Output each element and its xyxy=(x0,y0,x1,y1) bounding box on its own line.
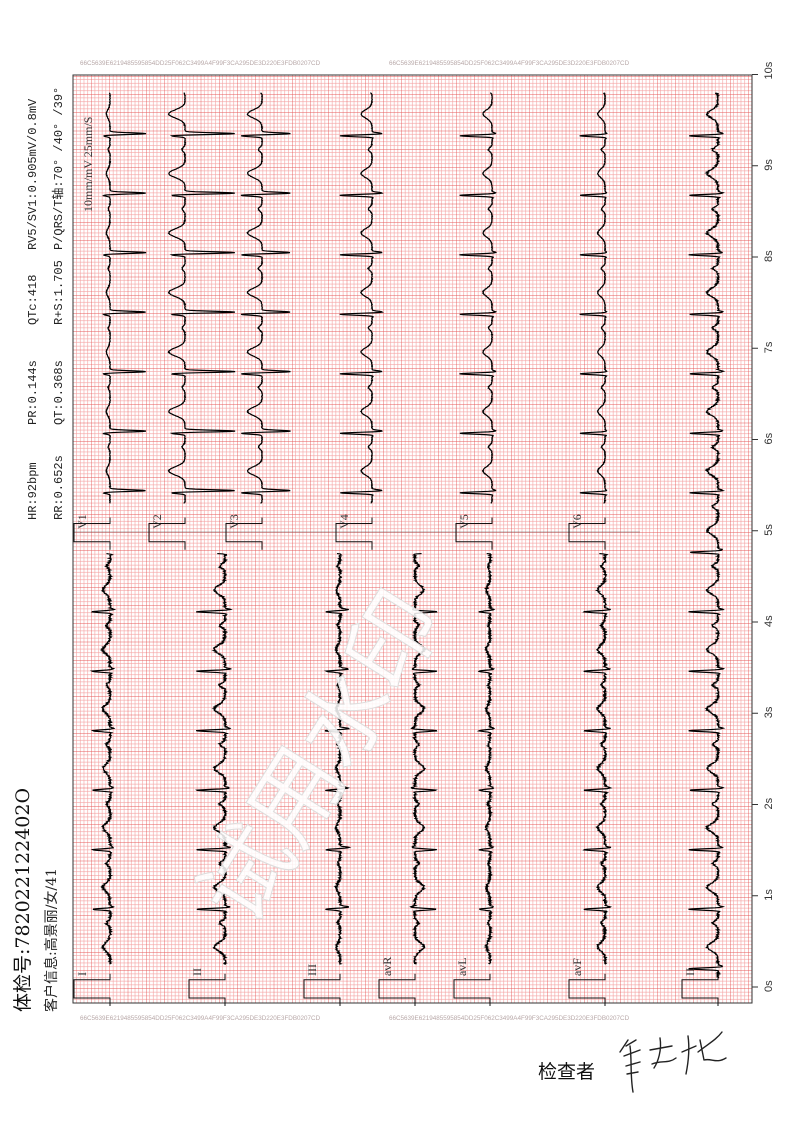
exam-id: 体检号:782022122402O xyxy=(12,788,34,1012)
ecg-trace-V4 xyxy=(339,92,385,504)
ecg-traces xyxy=(73,92,726,1006)
axis-value: P/QRS/T轴:70° /40° /39° xyxy=(50,87,66,250)
ecg-trace-V6 xyxy=(579,92,608,504)
time-tick-label: 4s xyxy=(763,615,775,627)
rr-value: RR:0.652s xyxy=(52,455,66,520)
ecg-trace-V5 xyxy=(459,92,498,504)
lead-label-avF: avF xyxy=(570,958,584,976)
calibration-pulse-avF-5 xyxy=(568,973,606,1006)
time-axis: 0s 1s 2s 3s 4s 5s 6s 7s 8s 9s 10s xyxy=(752,61,775,992)
time-tick-label: 5s xyxy=(763,524,775,536)
ecg-trace-avF-5 xyxy=(582,552,613,965)
ecg-trace-V1 xyxy=(101,92,147,504)
lead-label-V3: V3 xyxy=(227,514,241,529)
calibration-pulse-V3 xyxy=(225,517,263,550)
hr-value: HR:92bpm xyxy=(26,462,40,520)
lead-label-V2: V2 xyxy=(150,514,164,529)
examiner-signature xyxy=(619,1031,727,1093)
qt-value: QT:0.368s xyxy=(52,360,66,425)
lead-label-V6: V6 xyxy=(570,514,584,529)
time-tick-label: 6s xyxy=(763,432,775,444)
calibration-pulse-V6 xyxy=(568,517,606,550)
lead-label-II: II xyxy=(683,968,697,976)
ecg-trace-V3 xyxy=(240,92,291,504)
time-tick-label: 10s xyxy=(763,61,775,79)
calibration-label: 10mm/mV 25mm/S xyxy=(81,117,95,212)
examiner-label: 检查者 xyxy=(538,1061,595,1083)
ecg-trace-II-rhythm xyxy=(688,92,726,979)
hash-text-bottom-2: 66C5639E6219485595854DD25F062C3499A4F99F… xyxy=(389,1015,630,1022)
lead-label-V5: V5 xyxy=(457,514,471,529)
calibration-pulse-II-1 xyxy=(188,973,226,1006)
calibration-pulse-V4 xyxy=(335,517,373,550)
pr-value: PR:0.144s xyxy=(26,360,40,425)
calibration-pulse-V2 xyxy=(148,517,186,550)
calibration-pulse-avR-3 xyxy=(378,973,416,1006)
time-tick-label: 1s xyxy=(763,889,775,901)
ecg-trace-III-2 xyxy=(323,552,352,965)
lead-label-V1: V1 xyxy=(75,514,89,529)
ecg-trace-V2 xyxy=(167,92,236,504)
ecg-trace-avL-4 xyxy=(476,552,496,965)
qtc-value: QTc:418 xyxy=(26,275,40,325)
lead-label-II: II xyxy=(190,968,204,976)
hash-text-top-1: 66C5639E6219485595854DD25F062C3499A4F99F… xyxy=(80,60,321,67)
hash-text-bottom-1: 66C5639E6219485595854DD25F062C3499A4F99F… xyxy=(80,1015,321,1022)
hash-text-top-2: 66C5639E6219485595854DD25F062C3499A4F99F… xyxy=(389,60,630,67)
rv5-sv1-value: RV5/SV1:0.905mV/0.8mV xyxy=(26,98,40,250)
ecg-trace-avR-3 xyxy=(409,552,438,965)
calibration-pulse-II-rhythm xyxy=(681,973,719,1006)
lead-label-avL: avL xyxy=(455,957,469,976)
time-tick-label: 0s xyxy=(763,980,775,992)
measurements-line-2: RR:0.652s QT:0.368s R+S:1.705 P/QRS/T轴:7… xyxy=(50,87,66,520)
ecg-trace-II-1 xyxy=(195,552,233,965)
lead-label-V4: V4 xyxy=(337,514,351,529)
time-tick-label: 7s xyxy=(763,341,775,353)
time-tick-label: 3s xyxy=(763,706,775,718)
calibration-pulse-I-0 xyxy=(73,973,111,1006)
customer-info: 客户信息:高景丽/女/41 xyxy=(43,868,60,1012)
ecg-grid xyxy=(72,74,753,1004)
r-plus-s-value: R+S:1.705 xyxy=(52,260,66,325)
lead-label-I: I xyxy=(75,972,89,976)
lead-label-avR: avR xyxy=(380,957,394,976)
lead-label-III: III xyxy=(305,964,319,976)
calibration-pulse-III-2 xyxy=(303,973,341,1006)
time-tick-label: 2s xyxy=(763,797,775,809)
calibration-pulse-avL-4 xyxy=(453,973,491,1006)
calibration-pulse-V1 xyxy=(73,517,111,550)
time-tick-label: 9s xyxy=(763,159,775,171)
ecg-trace-I-0 xyxy=(89,552,117,965)
time-tick-label: 8s xyxy=(763,250,775,262)
measurements-line-1: HR:92bpm PR:0.144s QTc:418 RV5/SV1:0.905… xyxy=(26,98,40,520)
calibration-pulse-V5 xyxy=(455,517,493,550)
